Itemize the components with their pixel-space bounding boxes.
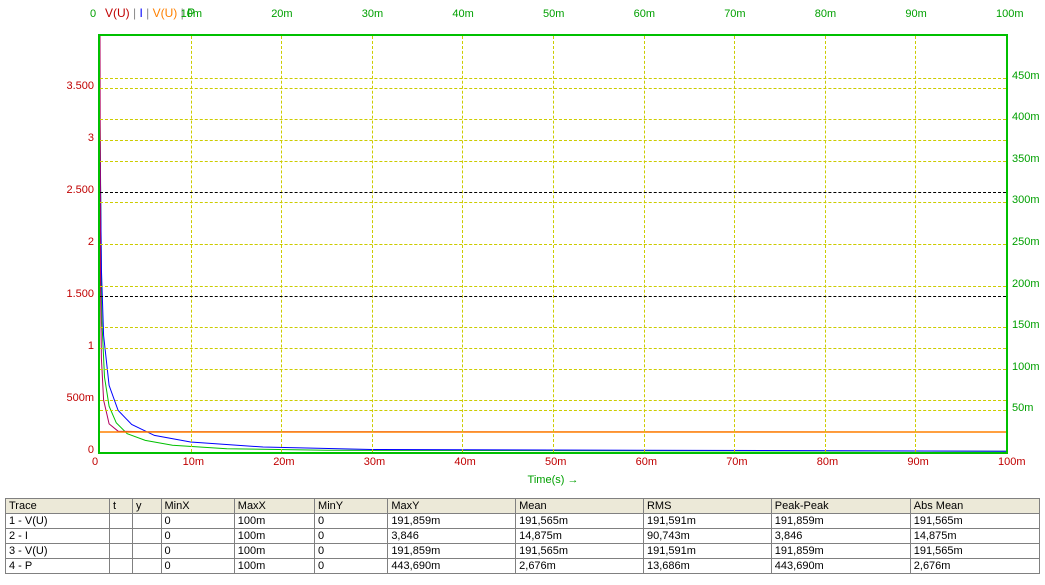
trace-data-table[interactable]: TracetyMinXMaxXMinYMaxYMeanRMSPeak-PeakA… [5,498,1040,574]
table-header[interactable]: Abs Mean [910,499,1039,514]
table-header[interactable]: MaxX [234,499,314,514]
table-header[interactable]: t [109,499,132,514]
y-axis-right: 50m100m150m200m250m300m350m400m450m [1010,20,1045,464]
plot-region[interactable] [98,34,1008,454]
x-axis-title: Time(s) → [98,474,1008,486]
table-header[interactable]: MinX [161,499,234,514]
table-header[interactable]: MaxY [388,499,516,514]
table-row[interactable]: 2 - I0100m03,84614,875m90,743m3,84614,87… [6,529,1040,544]
x-axis-top-ticks: 010m20m30m40m50m60m70m80m90m100m [98,20,1008,34]
table-row[interactable]: 3 - V(U)0100m0191,859m191,565m191,591m19… [6,544,1040,559]
y-axis-left: 0500m11.50022.50033.500 [56,20,96,464]
table-header[interactable]: MinY [315,499,388,514]
table-header[interactable]: Peak-Peak [771,499,910,514]
legend-entry: V(U) [153,6,178,20]
table-header[interactable]: Mean [516,499,644,514]
chart-area: 010m20m30m40m50m60m70m80m90m100m [98,20,1008,472]
table-header[interactable]: y [132,499,161,514]
legend-entry: V(U) [105,6,130,20]
table-row[interactable]: 4 - P0100m0443,690m2,676m13,686m443,690m… [6,559,1040,574]
table-header[interactable]: RMS [643,499,771,514]
table-header[interactable]: Trace [6,499,110,514]
table-row[interactable]: 1 - V(U)0100m0191,859m191,565m191,591m19… [6,514,1040,529]
x-axis-bottom: 010m20m30m40m50m60m70m80m90m100m [98,456,1008,474]
